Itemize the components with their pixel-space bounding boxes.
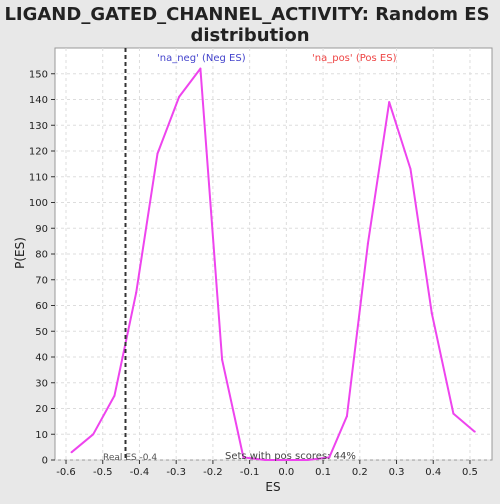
data-point xyxy=(285,459,288,461)
y-tick-label: 90 xyxy=(35,224,48,235)
x-tick-label: -0.6 xyxy=(56,467,76,478)
grid xyxy=(55,48,492,461)
y-axis-label: P(ES) xyxy=(13,237,27,269)
y-tick-label: 0 xyxy=(42,456,48,467)
x-tick-label: -0.4 xyxy=(130,467,150,478)
data-point xyxy=(366,242,369,245)
es-distribution-line xyxy=(70,67,476,461)
x-tick-label: 0.1 xyxy=(315,467,331,478)
y-tick-label: 130 xyxy=(29,121,48,132)
y-tick-label: 110 xyxy=(29,172,48,183)
y-tick-label: 50 xyxy=(35,327,48,338)
x-tick-label: 0.0 xyxy=(278,467,294,478)
y-tick-label: 100 xyxy=(29,198,48,209)
x-tick-label: -0.3 xyxy=(166,467,186,478)
y-tick-label: 60 xyxy=(35,301,48,312)
data-point xyxy=(199,67,202,70)
data-point xyxy=(409,168,412,171)
data-point xyxy=(92,433,95,436)
real-es-label: Real ES -0.4 xyxy=(103,453,157,463)
y-tick-label: 150 xyxy=(29,69,48,80)
chart-title-line2: distribution xyxy=(190,25,309,46)
series xyxy=(70,67,476,461)
data-point xyxy=(156,152,159,155)
axes: 0 10 20 30 40 50 60 70 80 90 100 110 120 130 140 150 -0.… xyxy=(29,69,478,478)
data-point xyxy=(178,95,181,98)
legend-pos: 'na_pos' (Pos ES) xyxy=(312,53,397,64)
data-point xyxy=(430,312,433,315)
data-point xyxy=(452,412,455,415)
data-point xyxy=(242,456,245,459)
x-tick-label: 0.3 xyxy=(389,467,405,478)
y-tick-label: 140 xyxy=(29,95,48,106)
y-tick-label: 70 xyxy=(35,275,48,286)
x-tick-label: -0.1 xyxy=(240,467,260,478)
data-point xyxy=(264,459,267,461)
y-tick-label: 120 xyxy=(29,147,48,158)
y-tick-label: 10 xyxy=(35,430,48,441)
x-tick-label: 0.4 xyxy=(425,467,441,478)
pos-scores-annotation: Sets with pos scores: 44% xyxy=(225,451,356,462)
y-tick-label: 40 xyxy=(35,353,48,364)
y-tick-label: 80 xyxy=(35,250,48,261)
data-point xyxy=(135,291,138,294)
x-tick-label: 0.5 xyxy=(462,467,478,478)
chart-title-line1: LIGAND_GATED_CHANNEL_ACTIVITY: Random ES xyxy=(4,4,489,25)
x-axis-label: ES xyxy=(265,480,280,494)
data-point xyxy=(473,430,476,433)
data-point xyxy=(113,394,116,397)
data-point xyxy=(221,358,224,361)
data-point xyxy=(328,456,331,459)
data-point xyxy=(70,451,73,454)
x-tick-label: -0.5 xyxy=(93,467,113,478)
legend-neg: 'na_neg' (Neg ES) xyxy=(157,53,246,64)
data-point xyxy=(388,101,391,104)
x-tick-label: 0.2 xyxy=(352,467,368,478)
y-tick-label: 20 xyxy=(35,404,48,415)
y-tick-label: 30 xyxy=(35,378,48,389)
data-point xyxy=(345,415,348,418)
data-point xyxy=(306,459,309,461)
x-tick-label: -0.2 xyxy=(203,467,223,478)
